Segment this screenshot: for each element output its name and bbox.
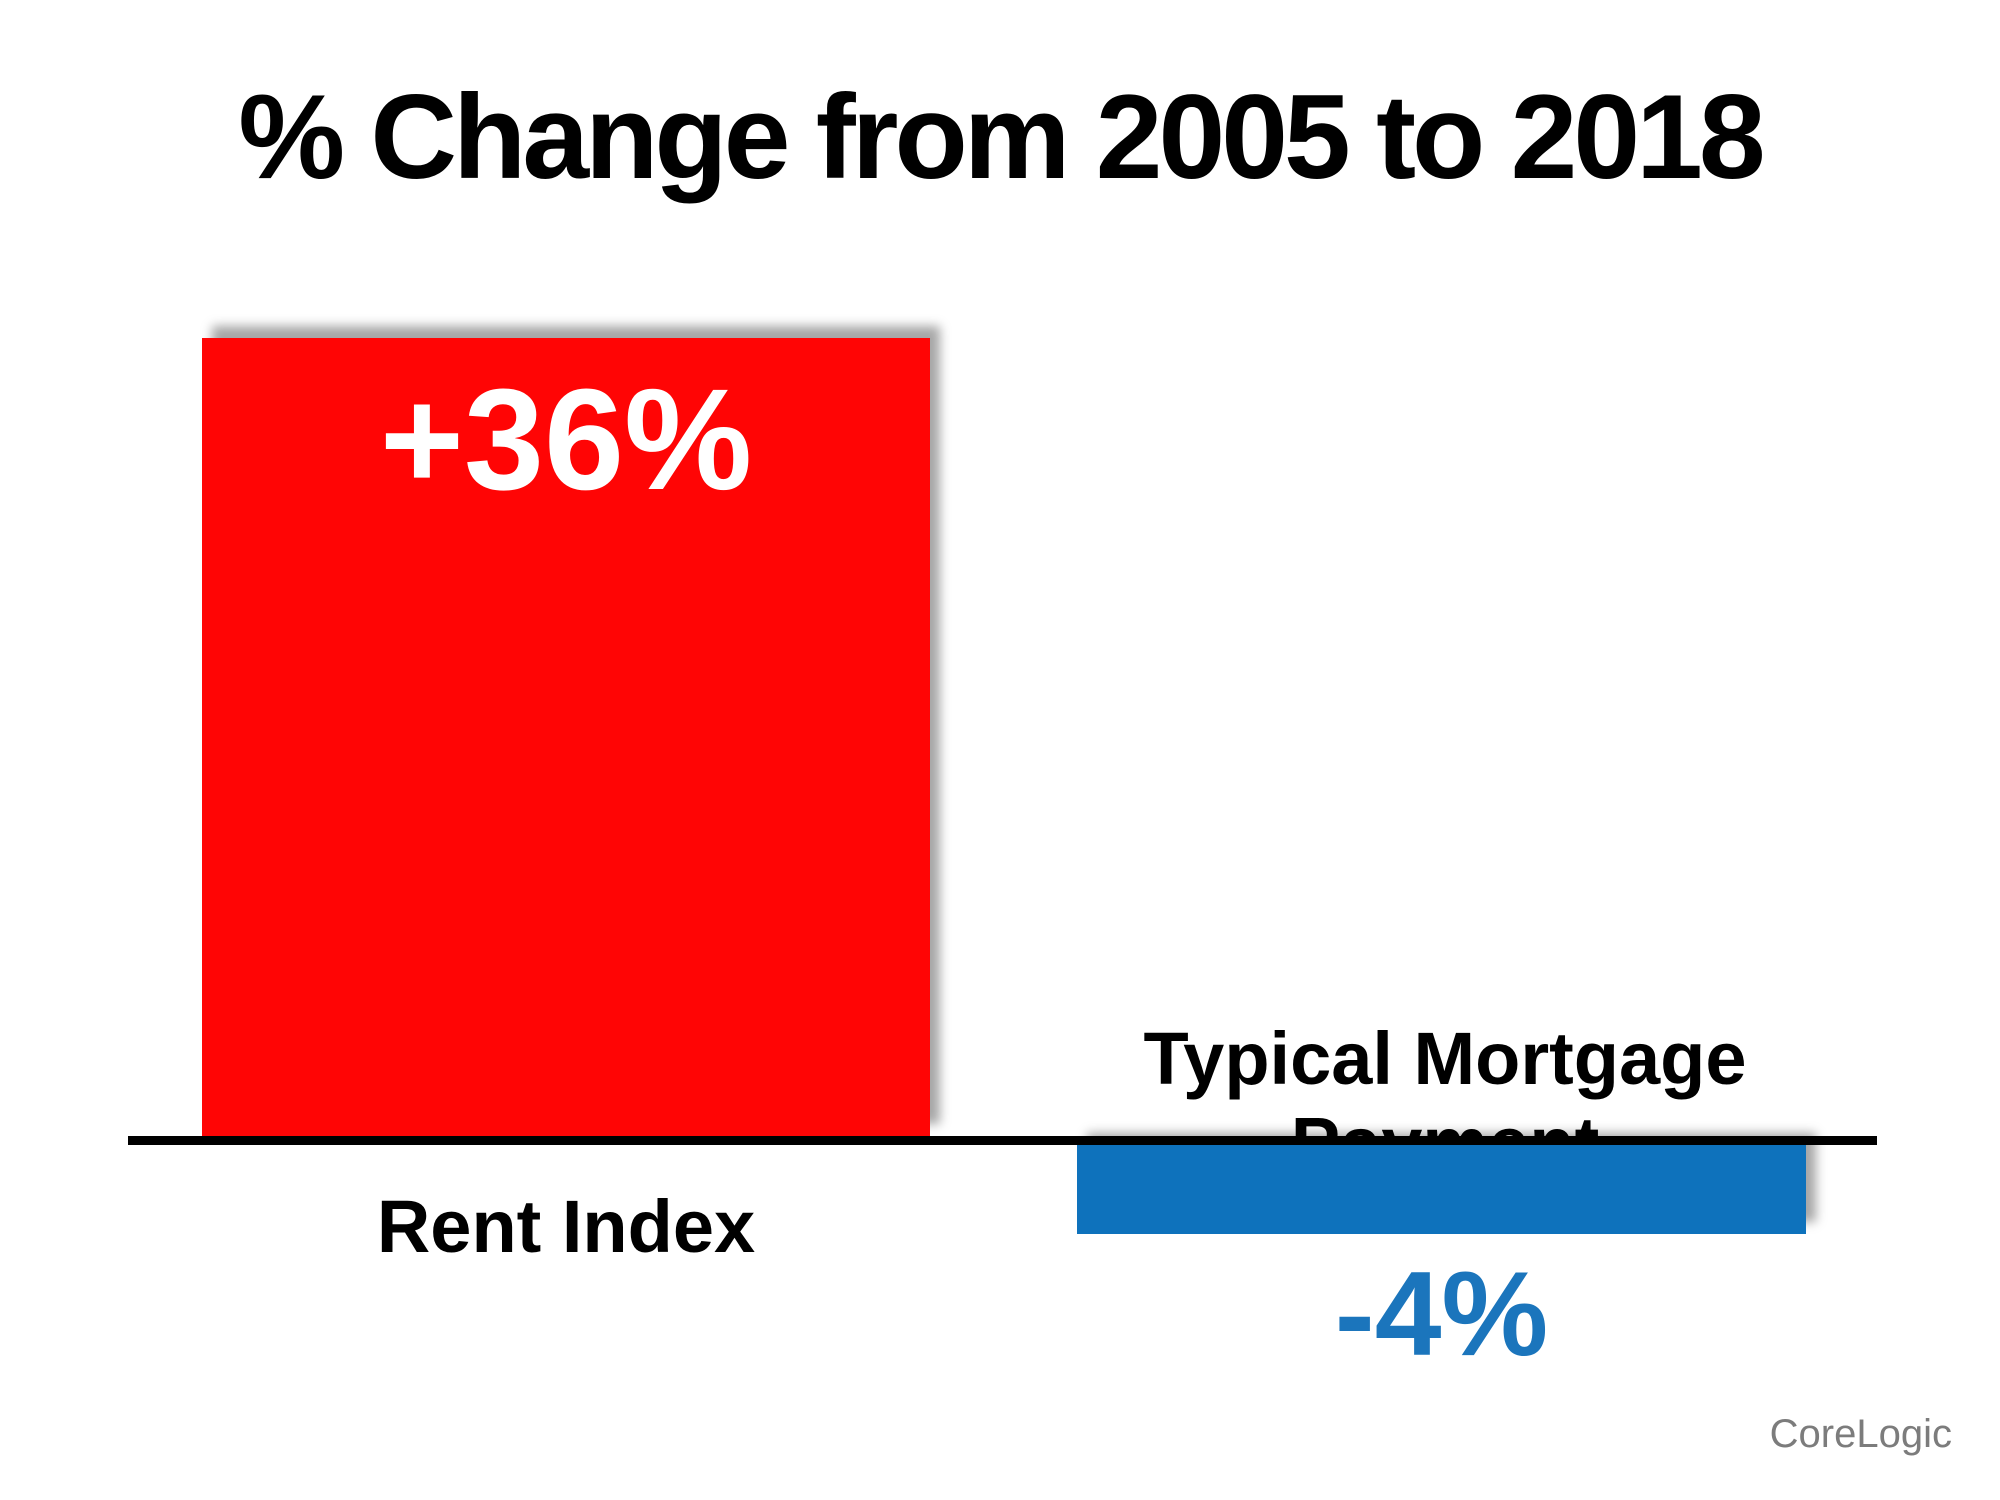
bar-value-label-typical-mortgage-payment: -4% — [1334, 1247, 1549, 1381]
bar-value-label-rent-index: +36% — [379, 359, 753, 520]
category-label-rent-index: Rent Index — [376, 1185, 756, 1268]
chart-title: % Change from 2005 to 2018 — [238, 70, 1765, 204]
bar-typical-mortgage-payment — [1077, 1145, 1806, 1234]
x-axis-baseline — [128, 1136, 1877, 1145]
bar-rent-index: +36% — [202, 338, 930, 1136]
source-credit: CoreLogic — [1769, 1412, 1952, 1456]
